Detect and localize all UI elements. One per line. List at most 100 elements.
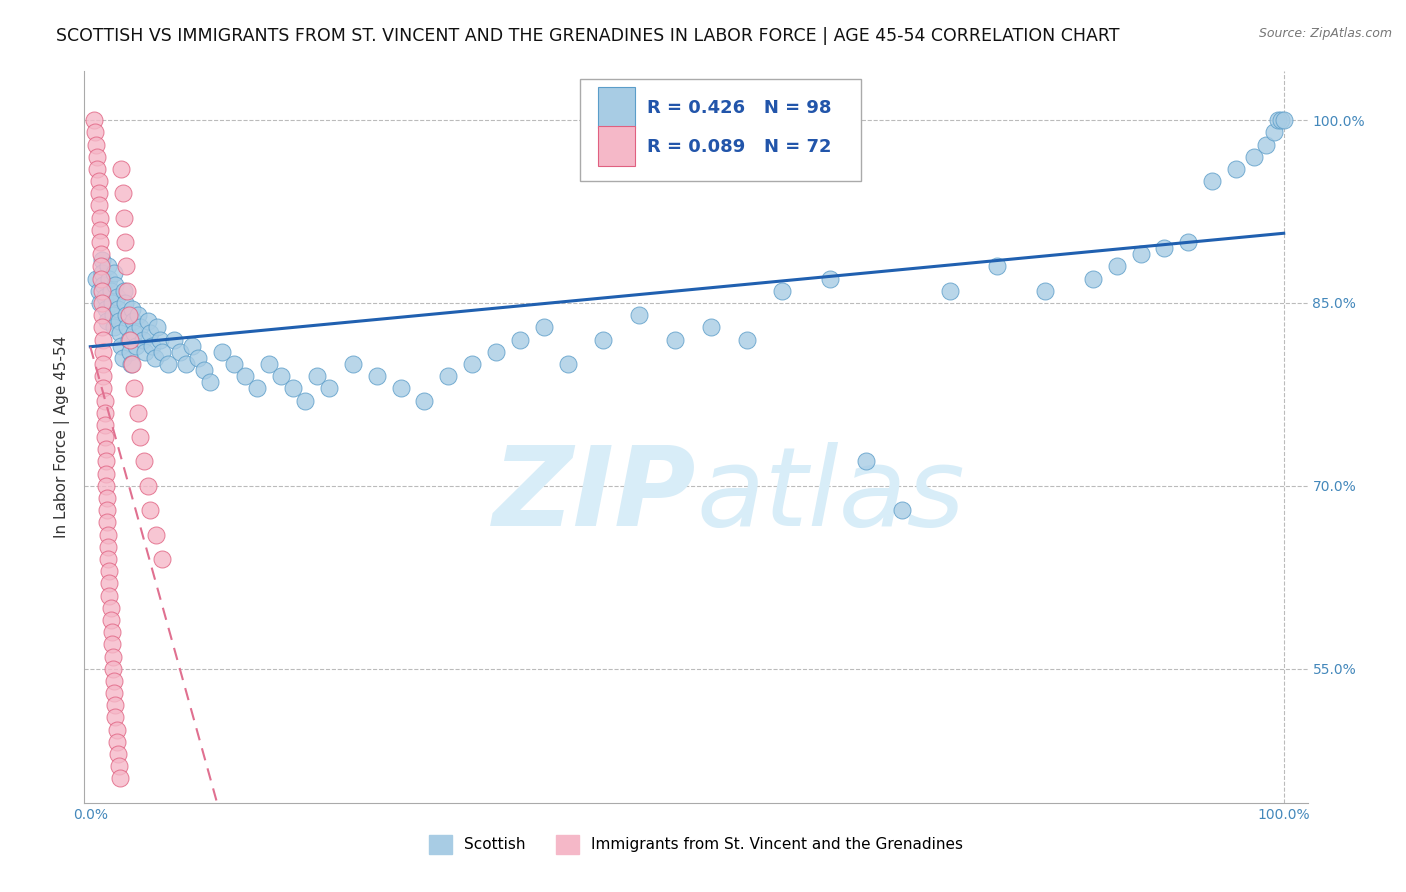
Point	[87, 284, 110, 298]
Text: R = 0.089   N = 72: R = 0.089 N = 72	[647, 137, 831, 156]
Point	[101, 637, 124, 651]
Point	[93, 381, 115, 395]
Point	[91, 265, 114, 279]
Point	[84, 137, 107, 152]
Point	[105, 735, 128, 749]
Point	[97, 260, 120, 274]
Point	[1105, 260, 1128, 274]
Point	[96, 516, 118, 530]
Y-axis label: In Labor Force | Age 45-54: In Labor Force | Age 45-54	[55, 336, 70, 538]
Point	[108, 759, 131, 773]
Point	[114, 296, 136, 310]
Point	[235, 369, 257, 384]
Point	[97, 527, 120, 541]
Point	[84, 271, 107, 285]
Point	[98, 576, 121, 591]
Bar	[598, 127, 636, 167]
Point	[132, 454, 155, 468]
Point	[1243, 150, 1265, 164]
Point	[318, 381, 340, 395]
Text: SCOTTISH VS IMMIGRANTS FROM ST. VINCENT AND THE GRENADINES IN LABOR FORCE | AGE : SCOTTISH VS IMMIGRANTS FROM ST. VINCENT …	[56, 27, 1119, 45]
Point	[90, 260, 112, 274]
Point	[136, 479, 159, 493]
Point	[246, 381, 269, 395]
Point	[461, 357, 484, 371]
Point	[97, 552, 120, 566]
Point	[91, 296, 114, 310]
Point	[96, 503, 118, 517]
Point	[104, 277, 127, 292]
Point	[94, 479, 117, 493]
Point	[94, 467, 117, 481]
Point	[115, 260, 138, 274]
Point	[127, 406, 149, 420]
Point	[93, 417, 115, 432]
Point	[100, 284, 122, 298]
Point	[86, 150, 108, 164]
Point	[100, 600, 122, 615]
Text: atlas: atlas	[696, 442, 965, 549]
Point	[96, 314, 118, 328]
Point	[89, 223, 111, 237]
Point	[87, 174, 110, 188]
Point	[413, 393, 436, 408]
Point	[86, 161, 108, 176]
Point	[283, 381, 305, 395]
Point	[366, 369, 388, 384]
Point	[180, 339, 202, 353]
Point	[93, 333, 115, 347]
Point	[93, 406, 115, 420]
Point	[101, 662, 124, 676]
Point	[270, 369, 292, 384]
Point	[485, 344, 508, 359]
Point	[101, 625, 124, 640]
Point	[103, 265, 125, 279]
Point	[509, 333, 531, 347]
Point	[110, 161, 132, 176]
Point	[104, 710, 127, 724]
Point	[108, 314, 131, 328]
Point	[89, 211, 111, 225]
Point	[115, 308, 138, 322]
Point	[129, 320, 152, 334]
Point	[107, 747, 129, 761]
Point	[110, 339, 132, 353]
Legend: Scottish, Immigrants from St. Vincent and the Grenadines: Scottish, Immigrants from St. Vincent an…	[429, 835, 963, 854]
Point	[557, 357, 579, 371]
Point	[120, 357, 142, 371]
Point	[156, 357, 179, 371]
Point	[104, 698, 127, 713]
Point	[87, 186, 110, 201]
Point	[91, 308, 114, 322]
Point	[93, 290, 115, 304]
Bar	[598, 87, 636, 128]
Point	[818, 271, 841, 285]
Point	[89, 235, 111, 249]
Point	[198, 376, 221, 390]
Point	[174, 357, 197, 371]
Point	[124, 381, 146, 395]
Point	[87, 198, 110, 212]
Point	[94, 442, 117, 457]
Point	[103, 320, 125, 334]
Point	[1254, 137, 1277, 152]
Point	[193, 363, 215, 377]
Point	[169, 344, 191, 359]
Point	[93, 344, 115, 359]
Point	[117, 333, 139, 347]
Point	[124, 339, 146, 353]
Point	[150, 344, 173, 359]
Point	[89, 296, 111, 310]
Point	[93, 277, 115, 292]
Point	[111, 351, 134, 365]
Point	[96, 491, 118, 505]
Point	[105, 723, 128, 737]
Point	[1201, 174, 1223, 188]
Point	[124, 326, 146, 341]
Point	[136, 314, 159, 328]
Point	[890, 503, 912, 517]
Point	[84, 125, 107, 139]
Point	[118, 344, 141, 359]
Point	[222, 357, 245, 371]
Point	[93, 369, 115, 384]
